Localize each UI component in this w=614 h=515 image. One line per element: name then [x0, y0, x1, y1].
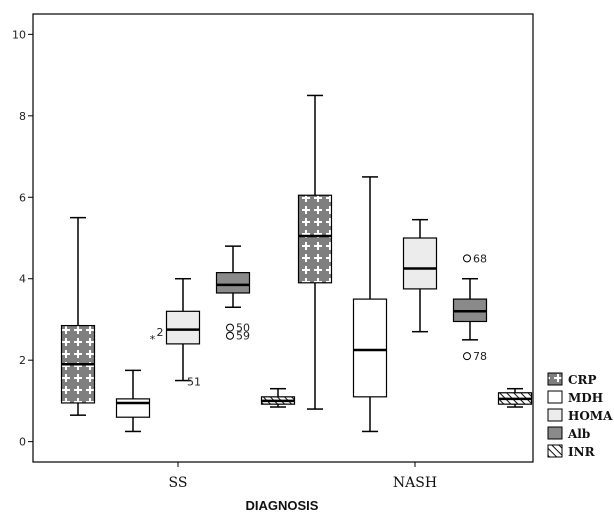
outlier-circle [463, 254, 471, 263]
outlier-circle [226, 331, 234, 340]
legend-label: Alb [567, 427, 590, 441]
outlier-label: 78 [473, 350, 487, 363]
box-inr-nash [497, 387, 533, 408]
x-category-label: NASH [393, 475, 437, 491]
outlier-label: 50 [236, 322, 250, 335]
legend-label: CRP [568, 373, 597, 387]
legend-label: INR [568, 445, 596, 459]
box-homa-nash [402, 218, 438, 333]
outlier-circle [463, 352, 471, 361]
iqr-box [297, 194, 333, 284]
box-alb-nash: 68 78 [452, 252, 488, 363]
legend-swatch [547, 426, 563, 440]
box-mdh-ss [115, 369, 151, 433]
iqr-box [352, 298, 388, 398]
iqr-box [402, 237, 438, 290]
x-axis-title: DIAGNOSIS [246, 498, 319, 513]
legend-swatch [547, 444, 563, 458]
legend-swatch [547, 372, 563, 386]
legend-swatch [547, 390, 563, 404]
legend-label: MDH [568, 391, 603, 405]
outlier-label: 59 [236, 330, 250, 343]
y-axis: 0 2 4 6 8 10 [12, 28, 33, 449]
legend-label: HOMA [568, 409, 613, 423]
outlier-label: 51 [187, 376, 201, 389]
box-homa-ss: 51 *2 [150, 277, 201, 389]
legend: CRP MDH HOMA Alb INR [547, 372, 613, 459]
x-axis: SS NASH [169, 462, 437, 491]
y-tick-label: 6 [19, 191, 26, 204]
y-tick-label: 8 [19, 110, 26, 123]
y-tick-label: 4 [19, 273, 26, 286]
y-tick-label: 2 [19, 354, 26, 367]
box-inr-ss [260, 387, 296, 408]
box-crp-nash [297, 94, 333, 410]
iqr-box [165, 310, 201, 345]
outlier-label: 2 [157, 326, 164, 339]
iqr-box [115, 398, 151, 418]
outlier-circle [226, 323, 234, 332]
iqr-box [215, 272, 251, 294]
box-mdh-nash [352, 176, 388, 433]
outlier-label: 68 [473, 252, 487, 265]
legend-swatch [547, 408, 563, 422]
x-category-label: SS [169, 475, 188, 491]
plot-frame [32, 13, 534, 463]
outlier-star: * [150, 333, 156, 346]
y-tick-label: 0 [19, 436, 26, 449]
y-tick-label: 10 [12, 28, 26, 41]
box-crp-ss [60, 216, 96, 416]
